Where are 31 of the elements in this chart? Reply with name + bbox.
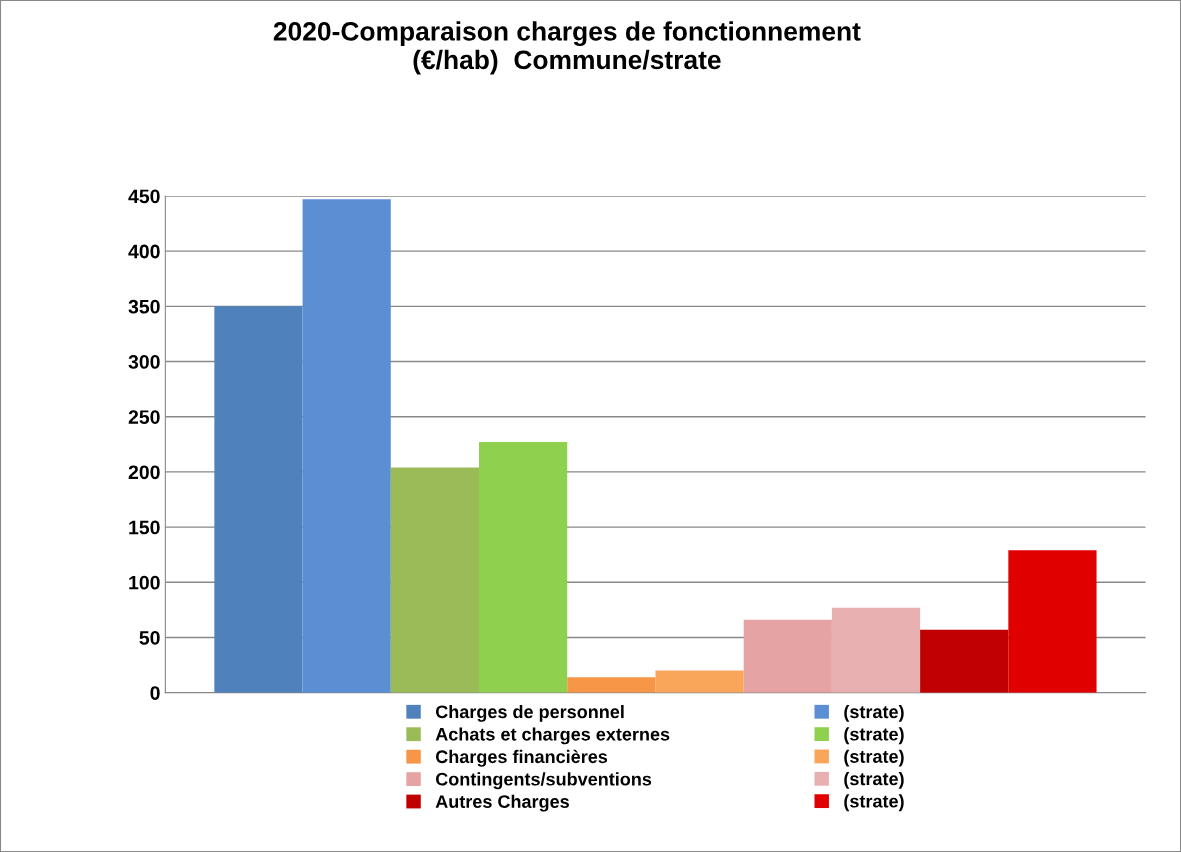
y-tick-label: 250 <box>128 410 160 424</box>
legend-label: Charges financières <box>435 749 608 767</box>
legend-label: (strate) <box>844 771 904 789</box>
y-tick-label: 400 <box>128 244 160 259</box>
bar <box>920 629 1009 693</box>
bar <box>567 677 656 693</box>
legend-label: (strate) <box>844 704 904 722</box>
bar <box>1008 550 1097 693</box>
y-tick-label: 350 <box>128 299 160 314</box>
y-tick-label: 450 <box>128 189 160 204</box>
y-tick-label: 50 <box>139 630 160 645</box>
bar <box>743 619 832 693</box>
bar <box>831 607 921 693</box>
bar <box>479 442 568 693</box>
legend-label: Achats et charges externes <box>435 727 670 745</box>
bar <box>214 306 303 693</box>
legend-label: (strate) <box>844 749 904 767</box>
legend-label: Autres Charges <box>435 794 569 812</box>
bar <box>655 670 744 693</box>
legend-label: Contingents/subventions <box>435 772 652 790</box>
bar <box>390 467 480 693</box>
y-tick-label: 200 <box>128 465 160 480</box>
chart-title: 2020-Comparaison charges de fonctionnement (€/hab) Commune/strate <box>273 21 861 75</box>
y-tick-label: 300 <box>128 355 160 369</box>
y-tick-label: 150 <box>129 520 160 535</box>
legend-label: Charges de personnel <box>435 704 624 722</box>
y-tick-label: 100 <box>129 575 160 590</box>
bar <box>302 199 391 693</box>
legend-label: (strate) <box>844 727 904 745</box>
legend-label: (strate) <box>844 794 904 812</box>
y-tick-label: 0 <box>150 686 160 700</box>
